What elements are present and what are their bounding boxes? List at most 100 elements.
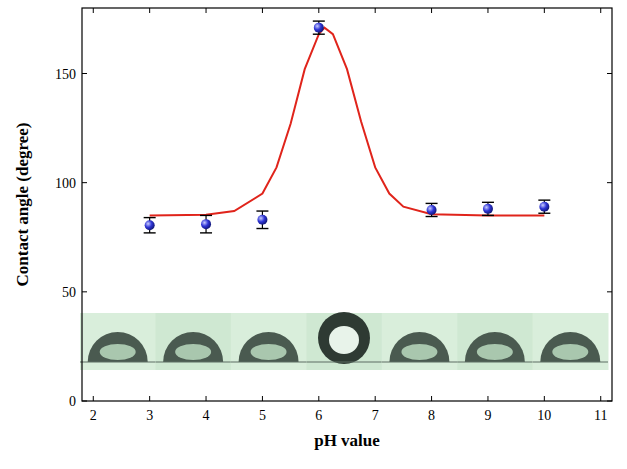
x-tick-label: 6 (315, 408, 322, 423)
substrate (533, 362, 608, 363)
x-tick (375, 396, 376, 401)
x-tick (431, 396, 432, 401)
error-bar (313, 21, 325, 34)
error-cap (538, 199, 550, 200)
x-tick-label: 10 (537, 408, 551, 423)
error-bar (200, 215, 212, 232)
error-cap (426, 216, 438, 217)
error-bar (426, 203, 438, 216)
data-point (539, 202, 549, 212)
droplet (389, 332, 449, 362)
droplet-images (80, 312, 609, 370)
droplet-highlight (329, 326, 359, 354)
data-point (145, 220, 155, 230)
data-point (257, 215, 267, 225)
error-cap (144, 232, 156, 233)
error-cap (200, 215, 212, 216)
y-tick-right (607, 73, 612, 74)
x-tick-label: 3 (146, 408, 153, 423)
x-tick (149, 396, 150, 401)
droplet-photo (382, 313, 458, 370)
x-tick-label: 4 (203, 408, 210, 423)
droplet (465, 332, 525, 362)
error-cap (144, 217, 156, 218)
droplet-photo (155, 313, 231, 370)
data-point (427, 205, 437, 215)
y-tick (82, 401, 87, 402)
x-tick (262, 396, 263, 401)
x-tick-top (206, 8, 207, 13)
x-tick-label: 11 (594, 408, 607, 423)
error-cap (200, 232, 212, 233)
data-point (201, 219, 211, 229)
droplet-highlight (175, 344, 211, 360)
error-cap (256, 228, 268, 229)
x-tick (600, 396, 601, 401)
x-tick-label: 2 (90, 408, 97, 423)
droplet-highlight (251, 344, 287, 360)
error-bar (538, 200, 550, 213)
x-tick-label: 5 (259, 408, 266, 423)
plot-frame (82, 8, 612, 401)
y-tick-label: 150 (55, 67, 76, 82)
error-cap (313, 20, 325, 21)
error-cap (482, 202, 494, 203)
y-tick-right (607, 401, 612, 402)
substrate (155, 362, 230, 363)
error-bar (144, 218, 156, 233)
x-tick (318, 396, 319, 401)
substrate (80, 362, 155, 363)
x-tick-top (487, 8, 488, 13)
y-tick-right (607, 182, 612, 183)
droplet-highlight (477, 344, 513, 360)
x-tick-label: 9 (484, 408, 491, 423)
droplet-highlight (401, 344, 437, 360)
x-tick-label: 8 (428, 408, 435, 423)
droplet-highlight (100, 344, 136, 360)
chart: 234567891011050100150pH valueContact ang… (0, 0, 627, 469)
droplet-photo (457, 313, 533, 370)
y-tick (82, 73, 87, 74)
x-tick (487, 396, 488, 401)
y-tick-right (607, 291, 612, 292)
x-tick-top (149, 8, 150, 13)
y-tick (82, 182, 87, 183)
x-tick-top (600, 8, 601, 13)
droplet-photo (231, 313, 307, 370)
y-tick-label: 50 (62, 285, 76, 300)
error-cap (313, 34, 325, 35)
droplet-photo (306, 313, 382, 370)
y-tick-label: 100 (55, 176, 76, 191)
x-tick (206, 396, 207, 401)
droplet (540, 332, 600, 362)
y-tick (82, 291, 87, 292)
data-point (483, 204, 493, 214)
x-tick-top (431, 8, 432, 13)
x-tick-top (262, 8, 263, 13)
x-tick (93, 396, 94, 401)
y-axis-title: Contact angle (degree) (13, 123, 32, 287)
error-cap (482, 215, 494, 216)
error-cap (426, 203, 438, 204)
x-tick-top (318, 8, 319, 13)
substrate (457, 362, 532, 363)
error-bar (482, 202, 494, 215)
x-tick-top (375, 8, 376, 13)
data-point (314, 23, 324, 33)
droplet (239, 332, 299, 362)
x-axis: 2 3 4 5 6 7 8 9 10 11 (90, 8, 608, 423)
droplet-photo (80, 313, 156, 370)
error-cap (256, 210, 268, 211)
droplet (163, 332, 223, 362)
droplet (318, 312, 370, 364)
marks (144, 21, 551, 233)
error-cap (538, 213, 550, 214)
y-axis: 050100150 (55, 67, 612, 410)
fit-curve (150, 28, 545, 216)
x-tick-label: 7 (372, 408, 379, 423)
x-tick (544, 396, 545, 401)
x-tick-top (544, 8, 545, 13)
droplet (88, 332, 148, 362)
x-axis-title: pH value (314, 431, 380, 450)
substrate (306, 362, 381, 363)
